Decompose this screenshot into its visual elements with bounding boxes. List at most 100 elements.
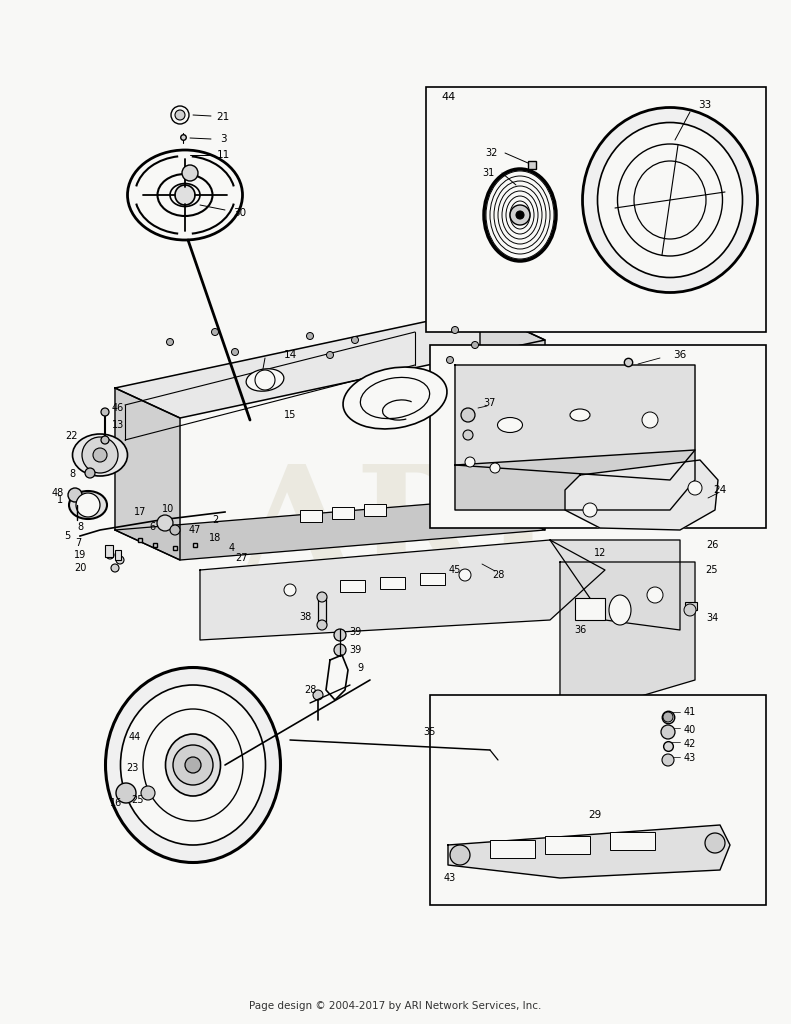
Circle shape	[490, 463, 500, 473]
Circle shape	[68, 488, 82, 502]
Circle shape	[106, 551, 114, 559]
Circle shape	[170, 525, 180, 535]
Circle shape	[351, 337, 358, 343]
Circle shape	[101, 436, 109, 444]
Circle shape	[642, 412, 658, 428]
Circle shape	[317, 620, 327, 630]
Ellipse shape	[618, 144, 722, 256]
Text: 26: 26	[706, 540, 718, 550]
Circle shape	[684, 604, 696, 616]
Text: 16: 16	[110, 798, 122, 808]
Text: 32: 32	[486, 148, 498, 158]
Bar	[340, 580, 365, 592]
Ellipse shape	[105, 668, 281, 862]
Ellipse shape	[69, 490, 107, 519]
Circle shape	[461, 408, 475, 422]
Text: 45: 45	[448, 565, 461, 575]
Bar	[318, 597, 326, 625]
Circle shape	[663, 712, 673, 722]
Text: 4: 4	[229, 543, 235, 553]
Circle shape	[76, 493, 100, 517]
Circle shape	[173, 745, 213, 785]
Polygon shape	[115, 310, 545, 418]
Text: 39: 39	[349, 627, 361, 637]
Text: 12: 12	[594, 548, 606, 558]
Circle shape	[313, 690, 323, 700]
Circle shape	[496, 416, 504, 424]
Bar	[380, 577, 405, 589]
Text: 19: 19	[74, 550, 86, 560]
Circle shape	[465, 457, 475, 467]
Bar	[545, 836, 590, 854]
Bar	[300, 510, 322, 522]
Text: 30: 30	[233, 208, 247, 218]
Text: 40: 40	[684, 725, 696, 735]
Text: 25: 25	[131, 795, 143, 805]
Circle shape	[157, 515, 173, 531]
Text: 36: 36	[574, 625, 586, 635]
Ellipse shape	[570, 409, 590, 421]
Text: 10: 10	[162, 504, 174, 514]
Ellipse shape	[165, 734, 221, 796]
Circle shape	[661, 725, 675, 739]
Bar	[332, 507, 354, 519]
Polygon shape	[480, 310, 545, 530]
Polygon shape	[115, 500, 545, 560]
Circle shape	[232, 348, 239, 355]
Text: 15: 15	[284, 410, 296, 420]
Ellipse shape	[498, 418, 523, 432]
Text: 21: 21	[217, 112, 229, 122]
Ellipse shape	[361, 378, 430, 419]
Circle shape	[116, 783, 136, 803]
Text: 9: 9	[357, 663, 363, 673]
Circle shape	[175, 185, 195, 205]
Text: 28: 28	[304, 685, 316, 695]
Ellipse shape	[73, 434, 127, 476]
Bar	[105, 545, 113, 557]
Circle shape	[141, 786, 155, 800]
Polygon shape	[565, 460, 718, 530]
Ellipse shape	[634, 161, 706, 239]
Bar	[610, 831, 655, 850]
Circle shape	[175, 110, 185, 120]
Circle shape	[496, 486, 504, 494]
Circle shape	[516, 211, 524, 219]
Circle shape	[85, 468, 95, 478]
Text: 2: 2	[212, 515, 218, 525]
Circle shape	[452, 327, 459, 334]
Circle shape	[688, 481, 702, 495]
Bar	[420, 573, 445, 585]
Polygon shape	[550, 540, 680, 630]
Circle shape	[514, 456, 522, 464]
Text: 3: 3	[220, 134, 226, 144]
Text: 22: 22	[66, 431, 78, 441]
Polygon shape	[448, 825, 730, 878]
Ellipse shape	[507, 477, 523, 503]
Circle shape	[211, 329, 218, 336]
Text: 20: 20	[74, 563, 86, 573]
Circle shape	[116, 556, 124, 564]
Circle shape	[662, 754, 674, 766]
Polygon shape	[115, 388, 180, 560]
Text: 7: 7	[75, 538, 81, 548]
Circle shape	[510, 205, 530, 225]
Circle shape	[459, 569, 471, 581]
Text: 39: 39	[349, 645, 361, 655]
Text: 37: 37	[484, 398, 496, 408]
Bar	[490, 840, 535, 858]
Circle shape	[111, 564, 119, 572]
Text: 17: 17	[134, 507, 146, 517]
Text: 29: 29	[589, 810, 602, 820]
Circle shape	[101, 408, 109, 416]
Circle shape	[255, 370, 275, 390]
Text: 43: 43	[684, 753, 696, 763]
Polygon shape	[200, 540, 605, 640]
Text: 46: 46	[112, 403, 124, 413]
Bar	[364, 504, 386, 516]
Text: 27: 27	[236, 553, 248, 563]
Ellipse shape	[246, 369, 284, 391]
Text: 13: 13	[112, 420, 124, 430]
Text: 47: 47	[189, 525, 201, 535]
Ellipse shape	[609, 595, 631, 625]
Circle shape	[317, 592, 327, 602]
